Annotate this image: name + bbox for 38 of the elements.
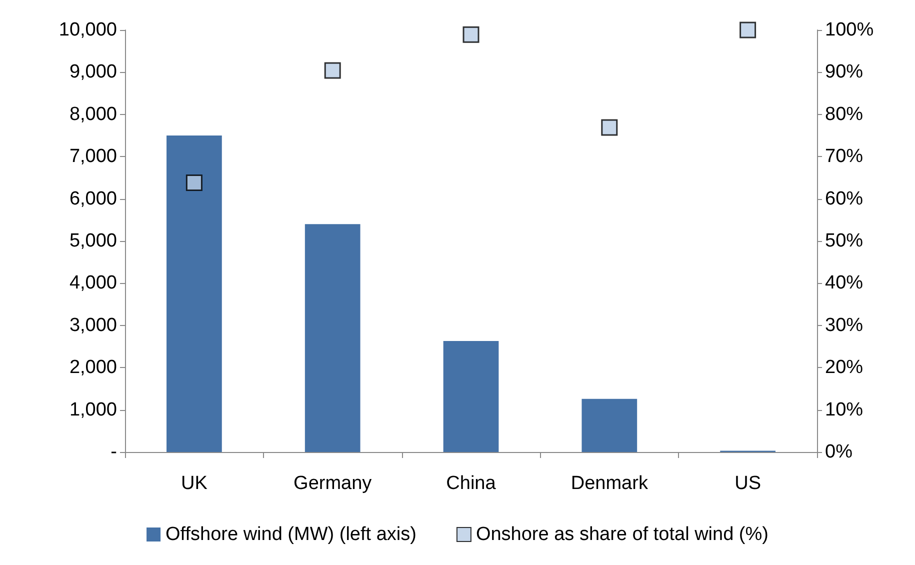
y-tick-label: 6,000 [69, 188, 117, 210]
y-tick-label: 1,000 [69, 399, 117, 420]
x-tick-label: Denmark [570, 473, 648, 494]
y2-tick-label: 40% [825, 272, 864, 294]
y2-tick-label: 90% [825, 62, 864, 83]
point [601, 119, 618, 136]
y2-tick-label: 80% [825, 104, 864, 125]
y2-tick-label: 30% [825, 314, 864, 336]
legend-label: Offshore wind (MW) (left axis) [166, 524, 416, 545]
y-tick-label: 3,000 [69, 314, 117, 336]
bar [304, 224, 360, 452]
point [740, 22, 756, 38]
y2-tick-label: 70% [825, 146, 864, 168]
y2-tick-label: 0% [825, 442, 853, 462]
y2-tick-label: 10% [825, 399, 864, 420]
y-tick-label: 4,000 [69, 272, 117, 294]
y-tick-label: 10,000 [58, 20, 117, 40]
x-tick-label: Germany [294, 473, 372, 494]
x-tick-label: China [446, 473, 496, 494]
x-tick-label: US [734, 473, 762, 494]
y2-tick-label: 100% [825, 20, 874, 40]
bar [166, 136, 222, 452]
point [186, 174, 202, 192]
y2-tick-label: 50% [825, 230, 864, 252]
y-tick-label: 5,000 [69, 230, 117, 252]
y-tick-label: 8,000 [69, 104, 117, 125]
y-tick-label: 7,000 [69, 146, 117, 168]
y-tick-label: 9,000 [69, 62, 117, 83]
y-tick-label: - [110, 442, 117, 462]
y2-tick-label: 20% [825, 357, 864, 378]
point [324, 62, 341, 79]
x-tick-label: UK [180, 473, 208, 494]
bar [443, 341, 499, 452]
y-tick-label: 2,000 [69, 357, 117, 378]
point [462, 26, 480, 43]
legend-label: Onshore as share of total wind (%) [476, 524, 768, 545]
y2-tick-label: 60% [825, 188, 864, 210]
bar [582, 398, 638, 452]
